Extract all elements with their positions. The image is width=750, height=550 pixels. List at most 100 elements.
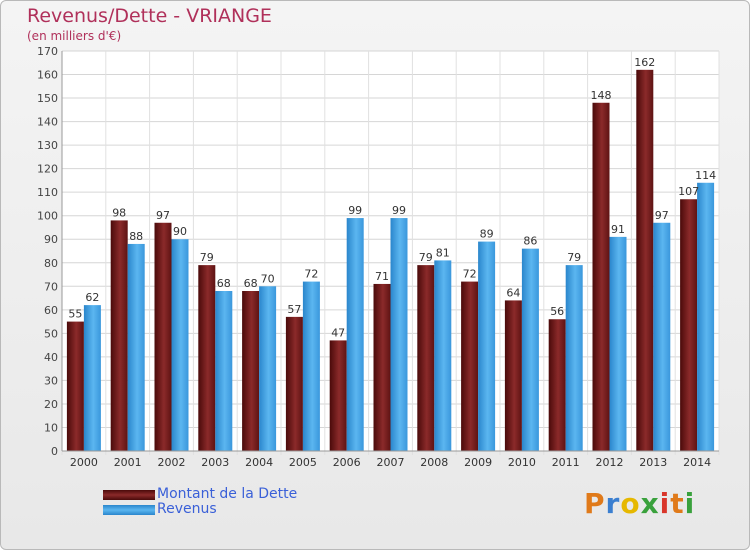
x-tick-label: 2001: [114, 456, 142, 469]
bar-debt-2013: [636, 69, 654, 451]
x-tick-label: 2007: [377, 456, 405, 469]
y-tick-label: 170: [37, 45, 58, 58]
data-label-debt-2005: 57: [287, 303, 301, 316]
y-tick-label: 0: [51, 445, 58, 458]
data-label-debt-2007: 71: [375, 270, 389, 283]
data-label-revenus-2004: 70: [261, 272, 275, 285]
data-label-revenus-2002: 90: [173, 225, 187, 238]
bar-revenus-2012: [609, 236, 627, 451]
legend-item-debt: Montant de la Dette: [103, 486, 423, 503]
y-tick-label: 90: [44, 233, 58, 246]
bar-debt-2006: [329, 340, 347, 451]
x-tick-label: 2006: [333, 456, 361, 469]
y-tick-label: 70: [44, 280, 58, 293]
data-label-debt-2000: 55: [68, 308, 82, 321]
data-label-revenus-2009: 89: [480, 228, 494, 241]
bar-revenus-2008: [434, 260, 452, 451]
y-tick-label: 100: [37, 210, 58, 223]
logo-letter: o: [620, 487, 641, 520]
bar-revenus-2003: [215, 291, 233, 451]
x-tick-label: 2012: [596, 456, 624, 469]
x-tick-label: 2005: [289, 456, 317, 469]
x-tick-label: 2004: [245, 456, 273, 469]
bar-revenus-2007: [390, 218, 408, 451]
bar-debt-2002: [154, 222, 172, 451]
x-tick-label: 2002: [158, 456, 186, 469]
data-label-debt-2014: 107: [678, 185, 699, 198]
y-tick-label: 120: [37, 163, 58, 176]
data-label-debt-2001: 98: [112, 206, 126, 219]
y-tick-label: 60: [44, 304, 58, 317]
y-tick-label: 140: [37, 116, 58, 129]
logo-letter: i: [659, 487, 671, 520]
chart-subtitle: (en milliers d'€): [27, 29, 122, 43]
data-label-revenus-2010: 86: [523, 235, 537, 248]
bar-revenus-2014: [697, 182, 715, 451]
data-label-debt-2013: 162: [634, 56, 655, 69]
bar-revenus-2000: [83, 305, 101, 451]
data-label-debt-2004: 68: [244, 277, 258, 290]
bar-revenus-2010: [521, 248, 539, 451]
logo-letter: x: [640, 487, 660, 520]
y-tick-label: 110: [37, 186, 58, 199]
legend-label-revenus: Revenus: [157, 501, 217, 517]
chart-title: Revenus/Dette - VRIANGE: [27, 5, 272, 27]
x-tick-label: 2010: [508, 456, 536, 469]
bar-debt-2001: [110, 220, 128, 451]
bar-revenus-2006: [346, 218, 364, 451]
bar-revenus-2001: [127, 243, 145, 451]
y-tick-label: 40: [44, 351, 58, 364]
data-label-revenus-2013: 97: [655, 209, 669, 222]
x-tick-label: 2003: [201, 456, 229, 469]
bar-debt-2011: [548, 319, 566, 451]
x-tick-label: 2014: [683, 456, 711, 469]
bar-revenus-2011: [565, 265, 583, 451]
y-tick-label: 50: [44, 327, 58, 340]
bar-debt-2003: [198, 265, 216, 451]
data-label-revenus-2003: 68: [217, 277, 231, 290]
legend-swatch-debt: [103, 490, 155, 500]
y-tick-label: 150: [37, 92, 58, 105]
x-tick-label: 2009: [464, 456, 492, 469]
bar-debt-2010: [504, 300, 522, 451]
y-tick-label: 20: [44, 398, 58, 411]
data-label-revenus-2012: 91: [611, 223, 625, 236]
data-label-revenus-2008: 81: [436, 246, 450, 259]
data-label-revenus-2006: 99: [348, 204, 362, 217]
bar-debt-2014: [680, 199, 698, 451]
bar-debt-2012: [592, 102, 610, 451]
data-label-revenus-2007: 99: [392, 204, 406, 217]
legend-swatch-revenus: [103, 505, 155, 515]
bar-debt-2000: [66, 321, 84, 451]
y-tick-label: 80: [44, 257, 58, 270]
data-label-revenus-2011: 79: [567, 251, 581, 264]
bar-debt-2007: [373, 283, 391, 451]
bar-revenus-2005: [302, 281, 320, 451]
data-label-debt-2012: 148: [591, 89, 612, 102]
y-tick-label: 160: [37, 69, 58, 82]
bar-revenus-2009: [478, 241, 496, 451]
legend-item-revenus: Revenus: [103, 501, 423, 518]
x-tick-label: 2008: [420, 456, 448, 469]
data-label-debt-2008: 79: [419, 251, 433, 264]
logo-letter: t: [670, 487, 685, 520]
bar-debt-2008: [417, 265, 435, 451]
y-tick-label: 30: [44, 374, 58, 387]
bar-revenus-2013: [653, 222, 671, 451]
logo-letter: r: [605, 487, 621, 520]
bar-debt-2005: [285, 316, 303, 451]
logo-letter: P: [584, 487, 606, 520]
data-label-debt-2006: 47: [331, 326, 345, 339]
legend-label-debt: Montant de la Dette: [157, 486, 298, 502]
logo-letter: i: [684, 487, 696, 520]
x-tick-label: 2013: [639, 456, 667, 469]
x-tick-label: 2000: [70, 456, 98, 469]
data-label-debt-2011: 56: [550, 305, 564, 318]
data-label-revenus-2005: 72: [304, 268, 318, 281]
proxiti-logo: Proxiti: [584, 487, 695, 520]
y-tick-label: 10: [44, 421, 58, 434]
data-label-revenus-2014: 114: [695, 169, 716, 182]
y-tick-label: 130: [37, 139, 58, 152]
